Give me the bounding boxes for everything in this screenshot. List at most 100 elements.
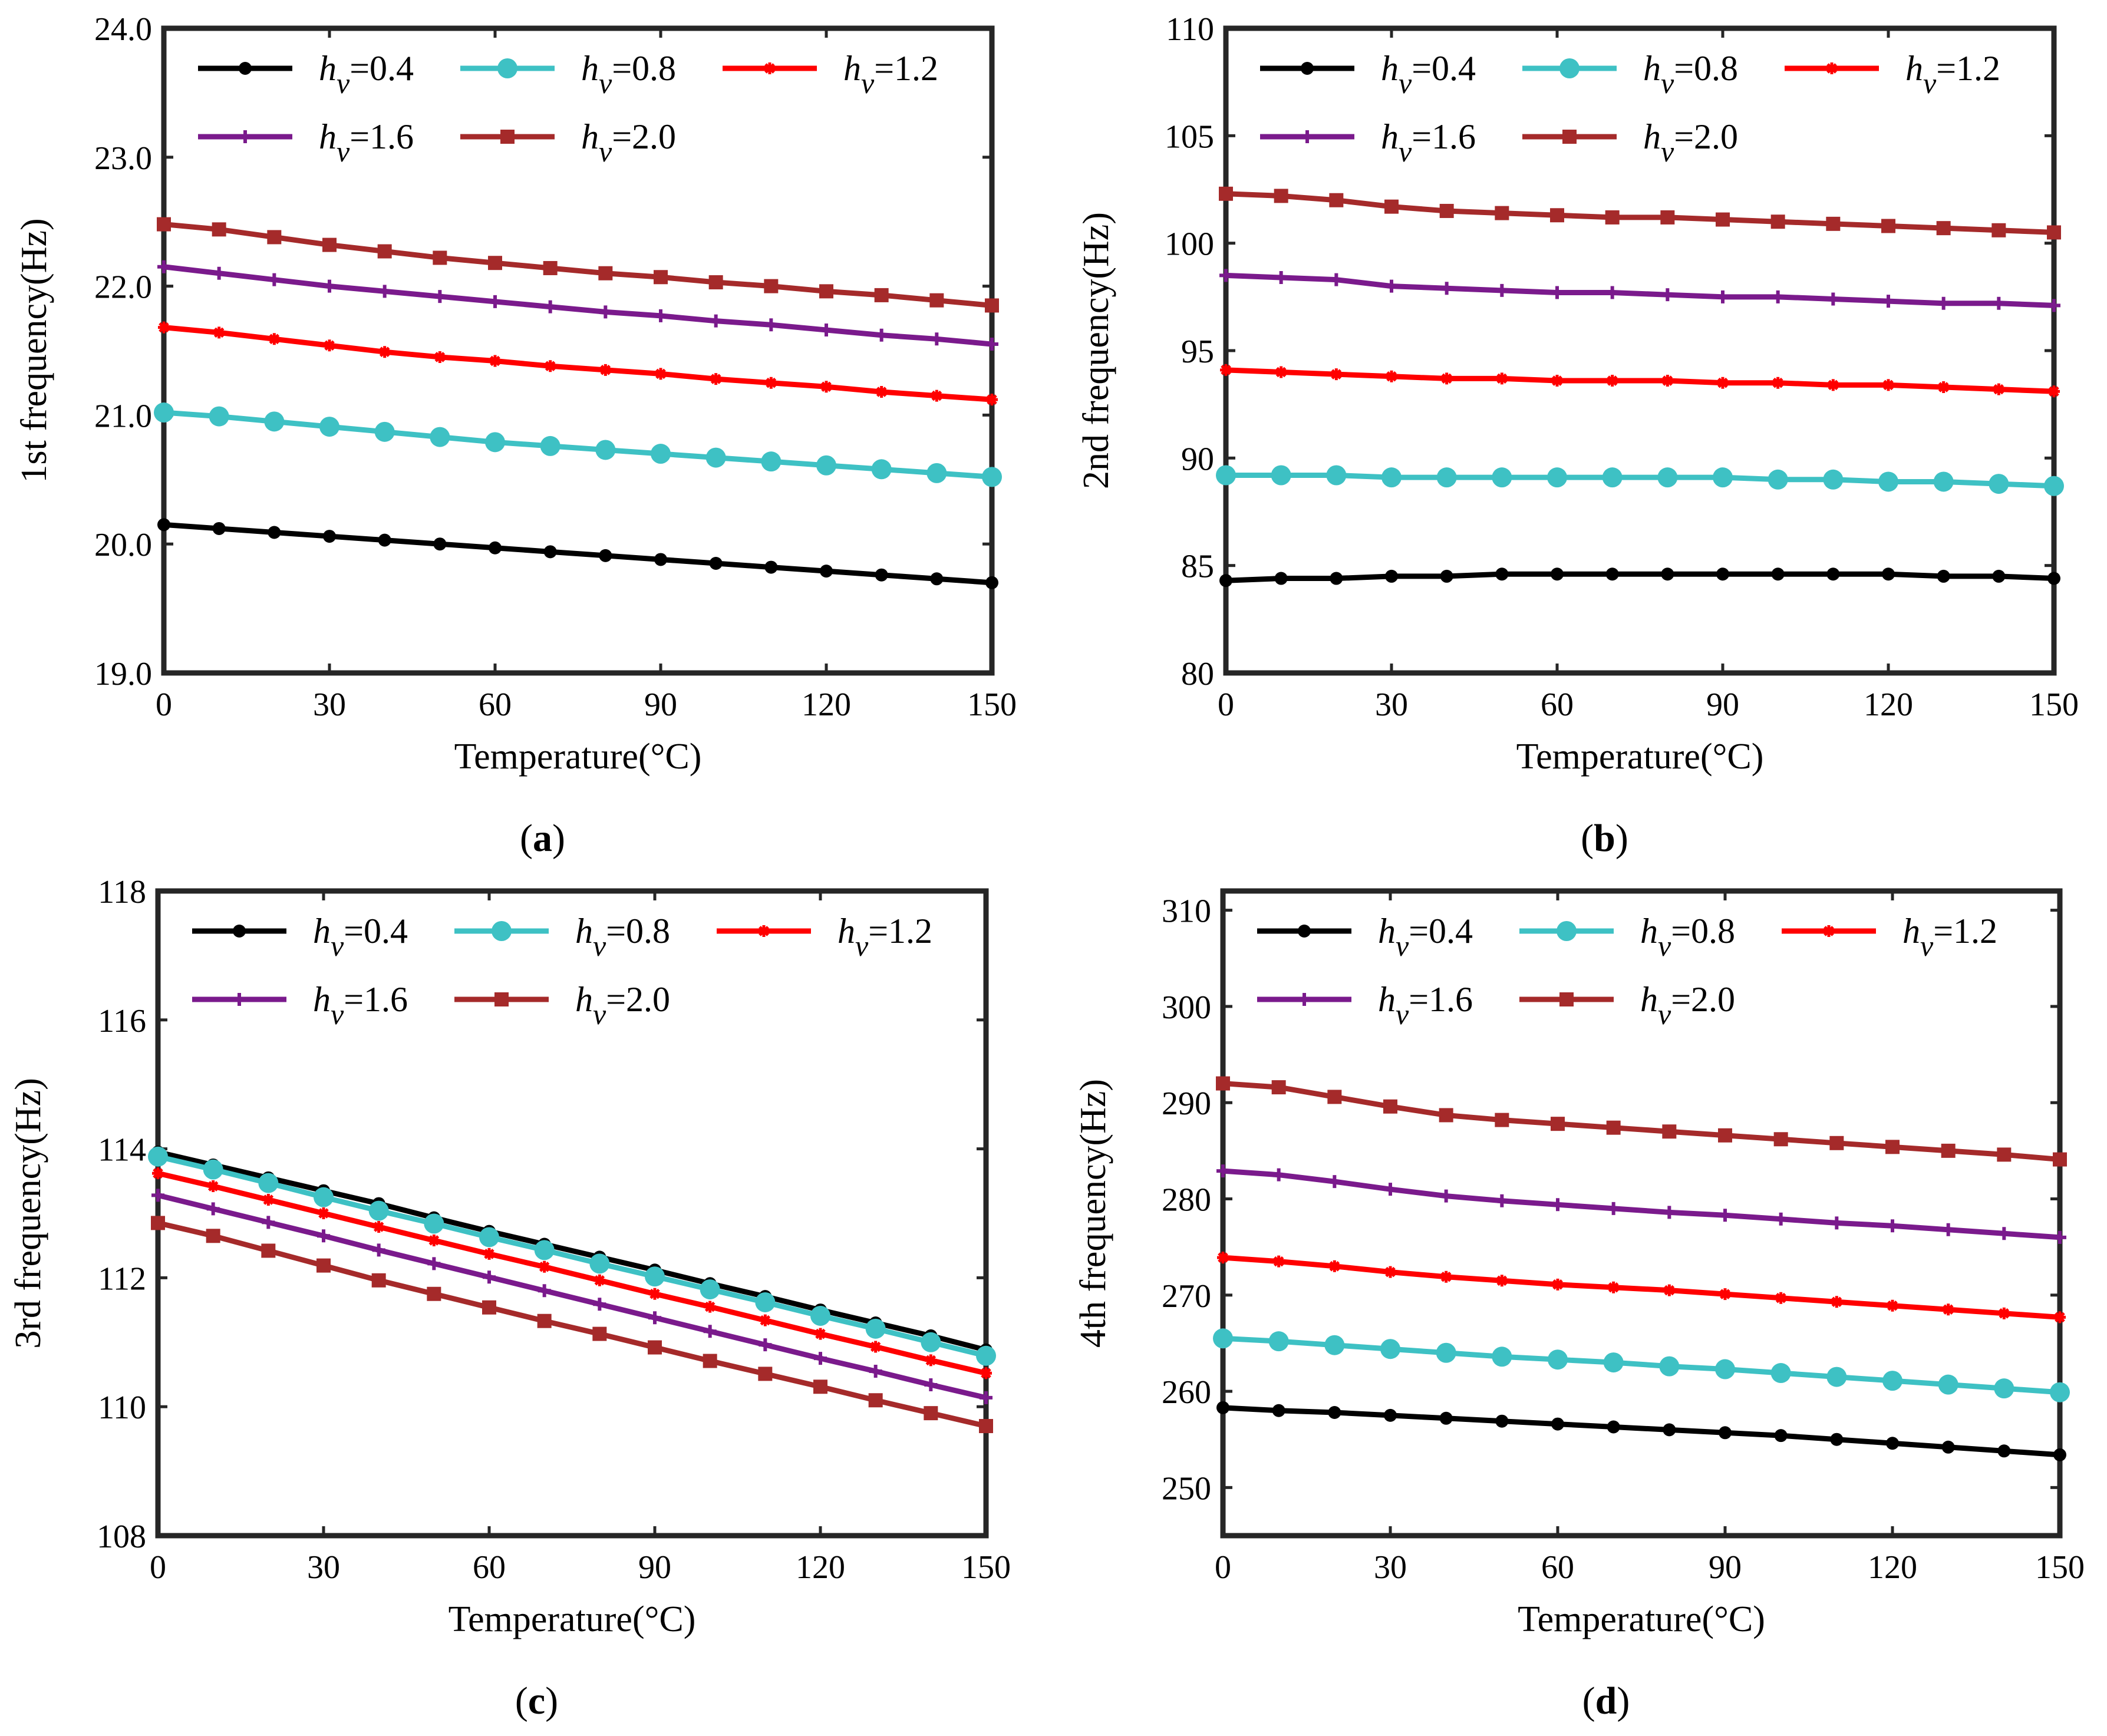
data-point [982,467,1002,487]
data-point [1774,1212,1788,1226]
chart-panel-a: 0 30 60 90 120 150 19.0 20.0 21.0 22.0 23.0 24.0 Tem… [14,11,1017,860]
data-point [1326,465,1347,486]
x-tick-label: 60 [473,1549,506,1586]
y-tick-label: 21.0 [94,398,152,434]
x-tick-label: 30 [307,1549,340,1586]
data-point [428,1234,440,1246]
data-point [704,1301,716,1313]
legend-label: hv=1.6 [1378,980,1473,1031]
legend-item: hv=1.6 [192,980,408,1031]
data-point [483,1247,495,1260]
legend-item: hv=1.2 [1785,49,2000,100]
data-point [1385,569,1398,583]
x-tick-label: 30 [1375,687,1408,723]
data-point [534,1240,555,1260]
data-point [1551,1198,1564,1212]
data-point [1660,210,1675,225]
data-point [1882,567,1895,581]
data-point [537,1313,552,1328]
data-point [489,295,502,308]
y-tick-label: 300 [1162,989,1211,1026]
data-point [1330,273,1343,286]
data-point [1220,364,1232,376]
data-point [589,1253,610,1274]
series-line [1222,1081,2060,1163]
legend-item: hv=1.2 [717,912,932,962]
data-point [157,217,171,232]
data-point [378,285,391,298]
data-point [1937,569,1950,583]
data-point [157,260,170,273]
series-hv0.8 [1213,1328,2070,1402]
y-tick-label: 116 [98,1003,146,1039]
data-point [820,381,832,393]
data-point [1606,1120,1621,1135]
data-point [924,1378,938,1391]
data-point [323,530,336,543]
series-hv1.2 [152,1167,992,1379]
series-line [163,325,993,402]
legend-item: hv=2.0 [1522,117,1738,168]
series-line [163,410,993,480]
series-hv0.8 [1216,465,2064,496]
series-line [157,1192,987,1401]
series-hv1.2 [1220,364,2060,398]
series-line [157,1170,987,1376]
series-hv1.6 [157,260,998,351]
data-point [1830,1433,1844,1446]
data-point [1219,186,1233,201]
data-point [1548,1349,1568,1370]
data-point [1941,1223,1955,1236]
data-point [986,394,998,406]
data-point [1439,203,1454,218]
data-point [1659,1356,1680,1377]
data-point [148,1146,168,1167]
data-point [152,1167,164,1180]
series-hv0.8 [154,402,1002,487]
y-tick-label: 100 [1165,226,1214,263]
legend: hv=0.4 hv=0.8 hv=1.2 hv=1.6 hv=2.0 [192,912,932,1031]
legend-marker [492,921,512,941]
legend-label: hv=0.4 [1378,912,1473,962]
series-line [1222,1405,2060,1458]
data-point [599,364,612,376]
data-point [1495,1414,1509,1428]
data-point [764,560,778,574]
legend-label: hv=1.2 [843,49,938,100]
data-point [980,1367,992,1379]
data-point [924,1406,938,1421]
legend-label: hv=1.6 [319,117,414,168]
data-point [209,406,229,427]
y-tick-label: 105 [1165,118,1214,155]
data-point [654,309,667,322]
data-point [2044,476,2064,496]
y-tick-label: 90 [1181,441,1214,477]
data-point [1827,379,1839,391]
data-point [655,368,667,380]
data-point [268,526,281,539]
data-point [703,1325,717,1338]
y-tick-label: 250 [1162,1470,1211,1507]
data-point [1885,1140,1900,1154]
data-point [1329,193,1344,207]
data-point [926,463,947,483]
series-line [1222,1255,2060,1320]
data-point [1775,1292,1787,1304]
legend-label: hv=1.6 [1381,117,1476,168]
data-point [1496,372,1508,385]
data-point [1605,210,1620,225]
data-point [543,260,558,275]
x-tick-label: 60 [479,687,512,723]
plot-area-frame [155,888,989,1539]
series-hv0.4 [1216,1401,2066,1461]
data-point [1878,471,1898,492]
legend-label: hv=2.0 [581,117,676,168]
data-point [875,568,888,582]
data-point [1882,379,1894,391]
series-line [163,522,993,586]
data-point [538,1260,550,1273]
data-point [1768,469,1788,490]
data-point [489,355,501,367]
chart-panel-c: 0 30 60 90 120 150 108 110 112 114 116 118 Temperatu… [8,874,1011,1722]
data-point [154,402,174,423]
